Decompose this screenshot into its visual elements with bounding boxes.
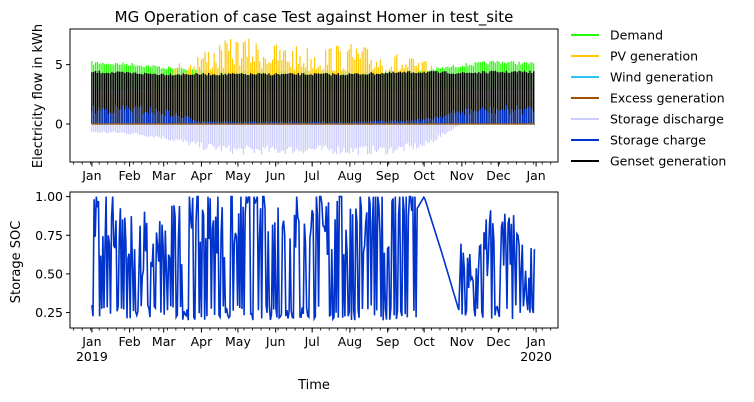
top-x-tick-label: Oct <box>413 168 435 183</box>
top-x-tick-label: Jun <box>265 168 286 183</box>
bottom-y-tick-label: 0.75 <box>35 228 63 243</box>
top-subplot: 05 Jan Feb Mar Apr May Jun Jul Aug Sep Oct Nov Dec J… <box>31 24 559 183</box>
bottom-x-axis-label: Time <box>297 378 330 393</box>
bottom-axes-frame <box>69 191 559 329</box>
top-x-tick-label: Jan <box>81 168 101 183</box>
bottom-y-axis-label: Storage SOC <box>9 221 24 304</box>
top-x-tick-label: Mar <box>152 168 176 183</box>
legend-label: Storage charge <box>610 133 706 148</box>
bottom-y-ticks: 0.25 0.50 0.75 1.00 <box>35 189 70 320</box>
top-x-tick-label: Nov <box>450 168 475 183</box>
top-x-tick-label: Dec <box>486 168 510 183</box>
bottom-x-tick-label: May <box>225 334 251 349</box>
top-y-tick-label: 0 <box>55 117 63 132</box>
legend-item: Storage charge <box>571 133 706 148</box>
legend-label: PV generation <box>610 49 698 64</box>
bottom-x-tick-label: Feb <box>119 334 141 349</box>
top-x-tick-label: Sep <box>376 168 400 183</box>
legend-label: Storage discharge <box>610 112 724 127</box>
legend-label: Wind generation <box>610 70 713 85</box>
top-x-tick-label: Feb <box>119 168 141 183</box>
legend-item: Wind generation <box>571 70 713 85</box>
legend-item: Excess generation <box>571 91 725 106</box>
top-x-tick-label: Jan <box>525 168 545 183</box>
bottom-x-year-label: 2020 <box>520 349 552 364</box>
bottom-y-tick-label: 0.25 <box>35 305 63 320</box>
bottom-x-tick-label: Jan <box>81 334 101 349</box>
bottom-plot-area <box>91 195 536 322</box>
bottom-x-tick-label: Jan <box>525 334 545 349</box>
bottom-x-tick-label: Jul <box>304 334 320 349</box>
top-x-ticks: Jan Feb Mar Apr May Jun Jul Aug Sep Oct Nov Dec Jan <box>73 162 552 183</box>
bottom-x-tick-label: Mar <box>152 334 176 349</box>
series-genset-generation <box>91 70 535 124</box>
legend-item: Demand <box>571 28 663 43</box>
top-y-tick-label: 5 <box>55 57 63 72</box>
bottom-y-tick-label: 1.00 <box>35 189 63 204</box>
series-storage-soc <box>91 195 536 322</box>
top-x-tick-label: Apr <box>191 168 213 183</box>
top-x-tick-label: Aug <box>338 168 362 183</box>
legend-item: Storage discharge <box>571 112 724 127</box>
bottom-x-tick-label: Apr <box>191 334 213 349</box>
legend-item: PV generation <box>571 49 698 64</box>
top-y-ticks: 05 <box>55 57 70 132</box>
series-storage-discharge <box>91 124 462 155</box>
bottom-x-ticks: Jan Feb Mar Apr May Jun Jul Aug Sep Oct Nov Dec Jan2… <box>73 328 552 364</box>
bottom-subplot: 0.25 0.50 0.75 1.00 Jan Feb Mar Apr May Jun Jul Au… <box>9 189 559 393</box>
top-x-tick-label: Jul <box>304 168 320 183</box>
top-plot-area <box>91 38 535 155</box>
top-y-axis-label: Electricity flow in kWh <box>31 24 46 168</box>
bottom-x-tick-label: Dec <box>486 334 510 349</box>
legend-label: Excess generation <box>610 91 725 106</box>
legend-label: Demand <box>610 28 663 43</box>
bottom-x-tick-label: Nov <box>450 334 475 349</box>
bottom-x-year-label: 2019 <box>76 349 108 364</box>
bottom-x-tick-label: Oct <box>413 334 435 349</box>
bottom-y-tick-label: 0.50 <box>35 266 63 281</box>
bottom-x-tick-label: Jun <box>265 334 286 349</box>
series-storage-charge <box>91 104 535 124</box>
chart-title: MG Operation of case Test against Homer … <box>115 8 514 27</box>
top-axes-frame <box>69 28 559 163</box>
bottom-x-tick-label: Sep <box>376 334 400 349</box>
legend: Demand PV generation Wind generation Excess… <box>571 28 726 169</box>
legend-item: Genset generation <box>571 154 726 169</box>
bottom-x-tick-label: Aug <box>338 334 362 349</box>
top-x-tick-label: May <box>225 168 251 183</box>
legend-label: Genset generation <box>610 154 726 169</box>
